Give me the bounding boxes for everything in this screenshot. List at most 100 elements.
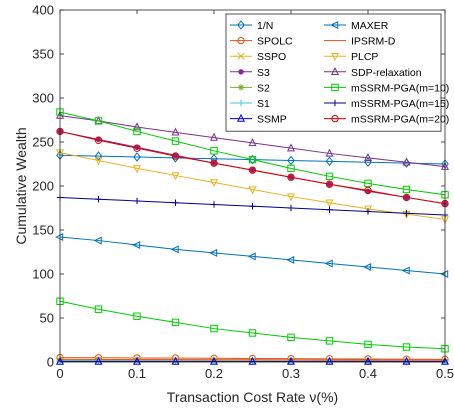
data-point-maxer xyxy=(93,236,102,245)
data-point-maxer xyxy=(363,262,372,271)
legend-marker-mssrm-pga-m-20 xyxy=(331,114,339,123)
data-point-mssrm-pga-m-10 xyxy=(171,137,180,145)
data-point-mssrm-pga-m-20 xyxy=(94,136,103,144)
data-point-maxer xyxy=(55,233,64,242)
data-point-mssrm-pga-m-15 xyxy=(172,199,179,206)
legend-label-spolc: SPOLC xyxy=(257,36,293,48)
y-tick-label: 150 xyxy=(32,223,54,238)
y-tick-label: 200 xyxy=(32,179,54,194)
data-point-unlabeled-14 xyxy=(133,312,141,320)
data-point-mssrm-pga-m-15 xyxy=(287,204,295,212)
x-tick-label: 0.2 xyxy=(205,366,223,381)
data-point-mssrm-pga-m-20 xyxy=(210,159,218,167)
data-point-mssrm-pga-m-10 xyxy=(325,172,334,181)
data-point-mssrm-pga-m-15 xyxy=(210,201,218,208)
data-point-ssmp xyxy=(440,356,450,365)
series-ssmp xyxy=(55,356,450,365)
data-point-mssrm-pga-m-10 xyxy=(402,185,411,194)
series-mssrm-pga-m-15 xyxy=(56,194,449,219)
data-point-unlabeled-14 xyxy=(325,337,334,345)
legend-label-ipsrm-d: IPSRM-D xyxy=(351,36,396,48)
legend-label-maxer: MAXER xyxy=(351,20,389,32)
legend-item-plcp: PLCP xyxy=(324,51,378,63)
legend-marker-s1 xyxy=(237,99,245,107)
data-point-ssmp xyxy=(248,356,257,365)
series-line-mssrm-pga-m-20 xyxy=(59,130,446,205)
data-point-unlabeled-14 xyxy=(94,305,103,313)
legend-label-ssmp: SSMP xyxy=(257,114,287,126)
data-point-maxer xyxy=(440,269,449,279)
y-axis-label: Cumulative Wealth xyxy=(13,127,29,244)
data-point-sdp-relaxation xyxy=(286,143,296,152)
legend-label-mssrm-pga-m-10: mSSRM-PGA(m=10) xyxy=(351,82,449,94)
data-point-unlabeled-14 xyxy=(210,324,218,333)
y-tick-label: 0 xyxy=(47,355,54,370)
legend-label-1-n: 1/N xyxy=(257,20,273,32)
x-axis-label: Transaction Cost Rate ν(%) xyxy=(167,389,338,405)
data-point-mssrm-pga-m-15 xyxy=(95,196,102,203)
data-point-unlabeled-14 xyxy=(402,343,411,351)
data-point-plcp xyxy=(363,205,373,214)
data-point-mssrm-pga-m-20 xyxy=(133,144,141,152)
legend-label-s1: S1 xyxy=(257,98,270,110)
data-point-mssrm-pga-m-20 xyxy=(402,193,411,202)
data-point-mssrm-pga-m-20 xyxy=(248,166,257,174)
data-point-plcp xyxy=(132,165,142,174)
data-point-mssrm-pga-m-10 xyxy=(94,117,103,125)
data-point-plcp xyxy=(209,179,219,188)
series-line-unlabeled-14 xyxy=(59,300,446,350)
data-point-mssrm-pga-m-10 xyxy=(287,164,295,173)
legend-marker-mssrm-pga-m-10 xyxy=(331,83,339,92)
y-tick-label: 100 xyxy=(32,267,54,282)
legend-label-plcp: PLCP xyxy=(351,51,378,63)
x-tick-label: 0.5 xyxy=(436,366,454,381)
legend-item-s1: S1 xyxy=(230,98,270,110)
data-point-maxer xyxy=(209,248,218,257)
data-point-1-n xyxy=(133,152,141,162)
data-point-mssrm-pga-m-15 xyxy=(364,208,372,215)
data-point-mssrm-pga-m-10 xyxy=(364,179,372,188)
data-point-unlabeled-14 xyxy=(171,318,180,327)
data-point-ssmp xyxy=(402,356,411,365)
legend-label-s2: S2 xyxy=(257,82,270,94)
data-point-ssmp xyxy=(325,356,334,365)
data-point-mssrm-pga-m-10 xyxy=(210,147,218,155)
legend: 1/N MAXER SPOLC IPSRM-D SSPO PLCP S3 SDP-relaxa… xyxy=(225,13,449,132)
legend-marker-maxer xyxy=(330,20,339,30)
data-point-1-n xyxy=(287,155,295,166)
data-point-maxer xyxy=(286,255,295,264)
legend-item-ssmp: SSMP xyxy=(230,114,287,126)
y-tick-label: 400 xyxy=(32,3,54,18)
legend-item-1-n: 1/N xyxy=(230,20,273,32)
legend-marker-mssrm-pga-m-15 xyxy=(331,99,339,107)
legend-marker-1-n xyxy=(237,20,245,30)
data-point-maxer xyxy=(132,240,141,249)
x-tick-label: 0.1 xyxy=(128,366,146,381)
legend-item-maxer: MAXER xyxy=(324,20,389,32)
data-point-mssrm-pga-m-15 xyxy=(403,210,410,217)
data-point-maxer xyxy=(324,259,333,268)
data-point-plcp xyxy=(325,199,334,208)
data-point-maxer xyxy=(401,266,410,275)
data-point-sdp-relaxation xyxy=(325,148,334,157)
y-tick-label: 50 xyxy=(40,311,54,326)
series-line-plcp xyxy=(59,152,446,220)
series-unlabeled-14 xyxy=(56,297,449,353)
legend-label-s3: S3 xyxy=(257,67,270,79)
x-tick-label: 0.3 xyxy=(282,366,300,381)
legend-label-sspo: SSPO xyxy=(257,51,286,63)
data-point-ssmp xyxy=(286,356,296,365)
legend-item-sdp-relaxation: SDP-relaxation xyxy=(324,67,422,79)
x-tick-label: 0 xyxy=(56,366,63,381)
data-point-ssmp xyxy=(94,356,103,365)
data-point-sdp-relaxation xyxy=(402,157,411,166)
axes: 0 0.1 0.2 0.3 0.4 0.5 0 50 100 150 200 250 300 350 400 xyxy=(32,3,454,382)
data-point-sdp-relaxation xyxy=(132,122,142,131)
y-tick-label: 250 xyxy=(32,135,54,150)
data-point-unlabeled-14 xyxy=(248,329,257,337)
data-point-ssmp xyxy=(171,356,180,365)
data-point-mssrm-pga-m-15 xyxy=(133,197,141,205)
series-line-sdp-relaxation xyxy=(59,115,446,168)
data-point-ssmp xyxy=(55,356,65,365)
y-tick-label: 350 xyxy=(32,47,54,62)
